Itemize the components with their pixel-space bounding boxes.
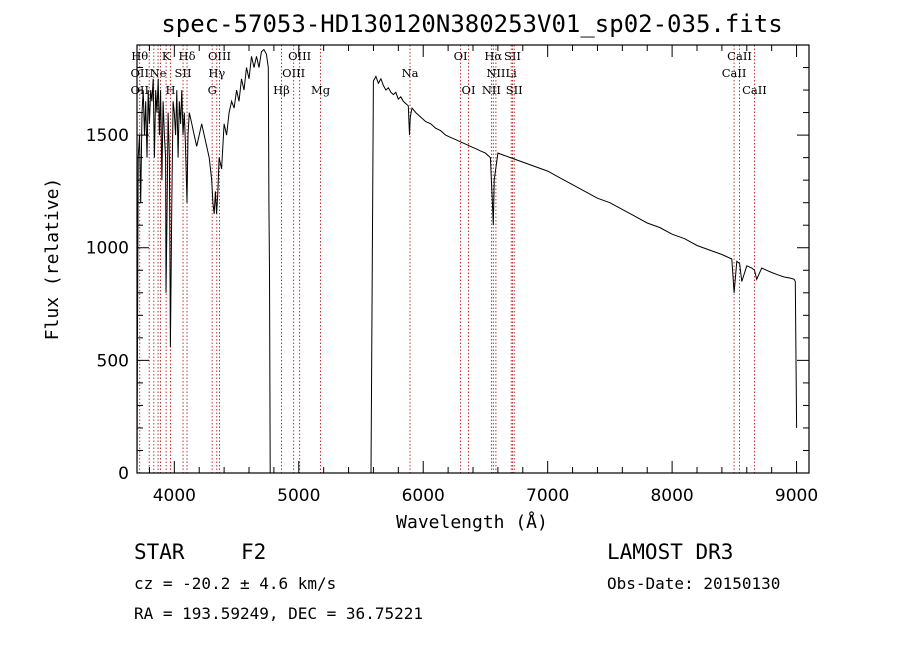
x-tick-label: 9000 [775, 486, 818, 506]
x-tick-label: 7000 [526, 486, 569, 506]
line-marker-label: Hα [484, 49, 502, 63]
x-tick-label: 8000 [650, 486, 693, 506]
line-marker-label: CaII [722, 66, 747, 80]
line-marker-label: OIII [288, 49, 311, 63]
y-tick-label: 1000 [86, 239, 129, 259]
line-marker-label: G [208, 83, 217, 97]
y-tick-label: 500 [97, 351, 129, 371]
line-marker-label: SII [175, 66, 192, 80]
line-marker-label: SII [504, 49, 521, 63]
line-marker-label: OIII [282, 66, 305, 80]
object-subclass: F2 [241, 540, 267, 564]
y-tick-label: 1500 [86, 126, 129, 146]
line-marker-label: H [165, 83, 175, 97]
y-axis-label: Flux (relative) [42, 178, 63, 341]
line-marker-label: NII [482, 83, 501, 97]
line-marker-label: Hθ [131, 49, 148, 63]
x-axis-label: Wavelength (Å) [396, 511, 548, 533]
x-tick-label: 6000 [402, 486, 445, 506]
line-marker-label: OI [454, 49, 468, 63]
line-marker-label: Hγ [208, 66, 225, 80]
object-class: STAR [134, 540, 185, 564]
obs-date: Obs-Date: 20150130 [607, 574, 781, 593]
line-marker-label: OII [130, 66, 149, 80]
line-marker-label: SII [506, 83, 523, 97]
survey-name: LAMOST DR3 [607, 540, 734, 564]
line-marker-label: Li [506, 66, 518, 80]
x-tick-label: 4000 [153, 486, 196, 506]
line-marker-label: Hβ [273, 83, 290, 97]
line-marker-labels: HθOIIOIINeKHSIIHδGHγOIIIHβOIIIOIIIMgNaOI… [130, 49, 766, 97]
spectrum-line [136, 48, 798, 474]
coordinates-readout: RA = 193.59249, DEC = 36.75221 [134, 604, 423, 623]
line-marker-label: NII [486, 66, 505, 80]
line-markers [139, 45, 755, 473]
line-marker-label: K [162, 49, 171, 63]
line-marker-label: CaII [727, 49, 752, 63]
line-marker-label: Na [402, 66, 419, 80]
line-marker-label: CaII [742, 83, 767, 97]
axis-ticks: 4000 5000 6000 7000 8000 9000 0 500 1000 1500 [86, 45, 818, 506]
chart-title: spec-57053-HD130120N380253V01_sp02-035.f… [161, 10, 782, 38]
line-marker-label: Ne [150, 66, 167, 80]
redshift-readout: cz = -20.2 ± 4.6 km/s [134, 574, 337, 593]
line-marker-label: OI [462, 83, 476, 97]
plot-frame [136, 44, 810, 474]
x-tick-label: 5000 [277, 486, 320, 506]
line-marker-label: OIII [208, 49, 231, 63]
y-tick-label: 0 [118, 464, 129, 484]
line-marker-label: Hδ [179, 49, 196, 63]
line-marker-label: Mg [311, 83, 331, 97]
